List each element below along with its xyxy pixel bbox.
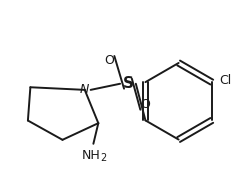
Text: O: O xyxy=(104,54,114,67)
Text: N: N xyxy=(80,83,89,96)
Text: NH: NH xyxy=(82,149,100,162)
Text: O: O xyxy=(140,98,149,111)
Text: Cl: Cl xyxy=(219,74,231,87)
Text: S: S xyxy=(122,76,133,91)
Text: 2: 2 xyxy=(100,153,106,163)
